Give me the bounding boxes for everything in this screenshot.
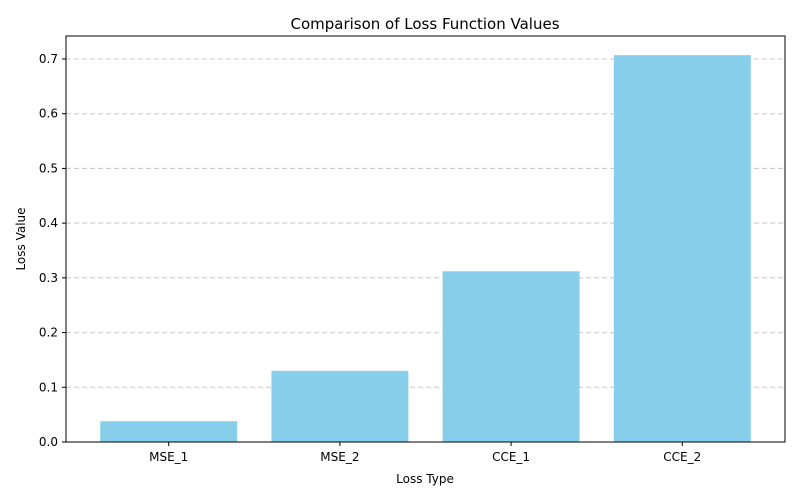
x-tick-label: CCE_1 <box>492 450 530 464</box>
plot-frame <box>65 35 786 443</box>
bar-mse-1 <box>100 421 238 442</box>
y-tick-label: 0.5 <box>39 161 58 175</box>
bars <box>100 55 751 443</box>
y-tick-label: 0.1 <box>39 380 58 394</box>
y-tick-label: 0.3 <box>39 271 58 285</box>
y-axis: 0.0 0.1 0.2 0.3 0.4 0.5 0.6 0.7 <box>39 52 66 449</box>
bar-mse-2 <box>271 370 409 442</box>
chart-title: Comparison of Loss Function Values <box>290 15 559 33</box>
y-axis-label: Loss Value <box>14 207 28 270</box>
y-tick-label: 0.2 <box>39 326 58 340</box>
y-tick-label: 0.6 <box>39 107 58 121</box>
x-tick-label: MSE_1 <box>149 450 188 464</box>
y-tick-label: 0.0 <box>39 435 58 449</box>
y-tick-label: 0.7 <box>39 52 58 66</box>
x-tick-label: CCE_2 <box>663 450 701 464</box>
x-tick-label: MSE_2 <box>320 450 359 464</box>
bar-cce-2 <box>613 55 751 443</box>
y-tick-label: 0.4 <box>39 216 58 230</box>
bar-cce-1 <box>442 271 580 442</box>
x-axis: MSE_1 MSE_2 CCE_1 CCE_2 <box>149 442 701 464</box>
x-axis-label: Loss Type <box>396 472 454 486</box>
